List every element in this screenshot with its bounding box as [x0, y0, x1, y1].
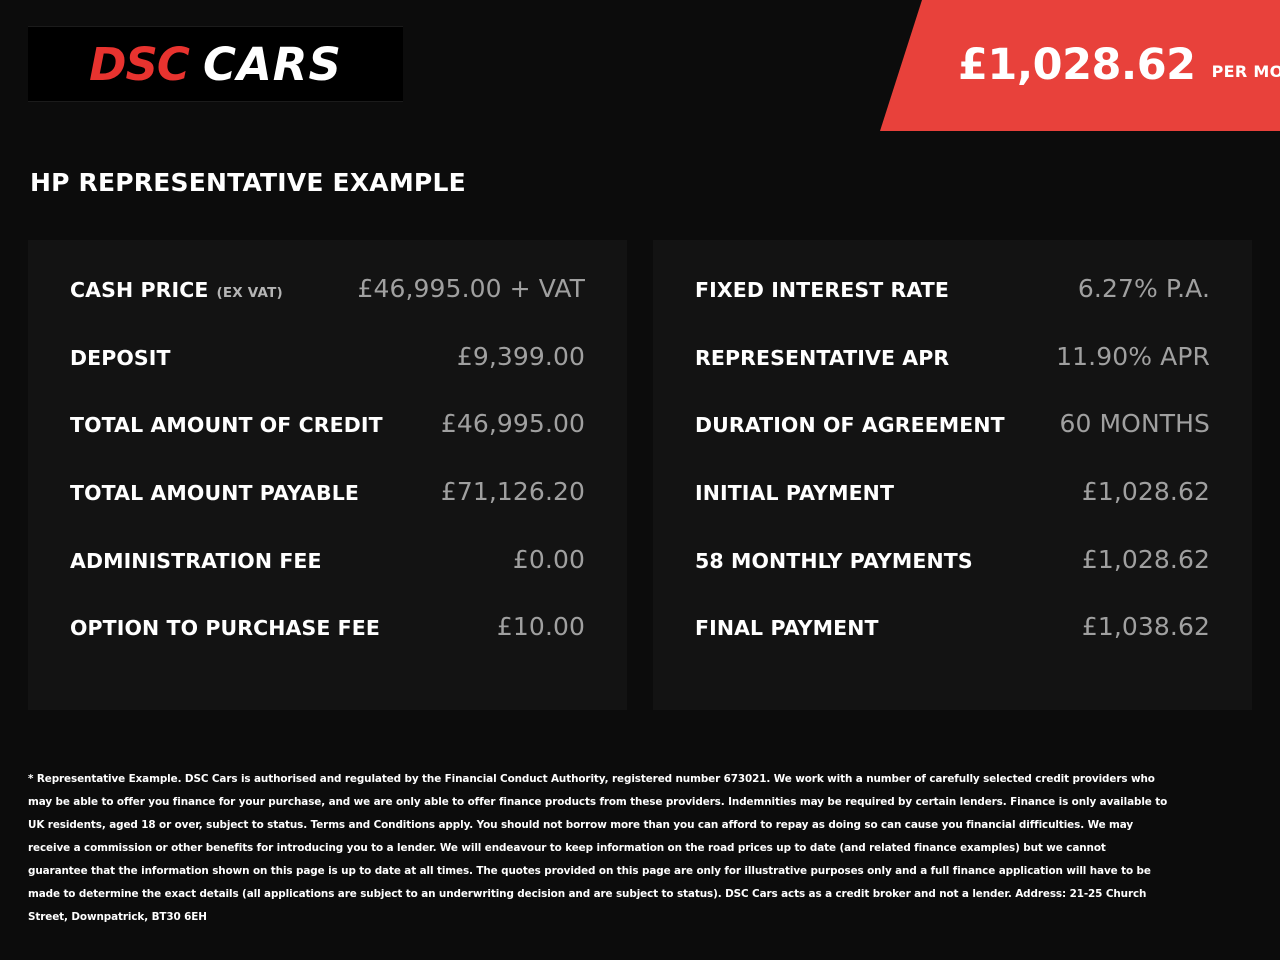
logo-dsc-text: DSC: [89, 37, 190, 91]
logo-cars-text: CARS: [202, 37, 342, 91]
detail-value: 6.27% P.A.: [1077, 274, 1210, 303]
detail-label-group: INITIAL PAYMENT: [695, 481, 902, 505]
detail-row: DEPOSIT £9,399.00: [70, 342, 585, 410]
detail-label-group: REPRESENTATIVE APR: [695, 346, 957, 370]
detail-label-group: OPTION TO PURCHASE FEE: [70, 616, 388, 640]
detail-row: TOTAL AMOUNT PAYABLE £71,126.20: [70, 477, 585, 545]
detail-label: TOTAL AMOUNT OF CREDIT: [70, 413, 383, 438]
detail-value: £1,038.62: [1081, 612, 1210, 642]
detail-label: FIXED INTEREST RATE: [695, 278, 949, 302]
detail-row: 58 MONTHLY PAYMENTS £1,028.62: [695, 545, 1210, 613]
detail-sublabel: (EX VAT): [216, 285, 283, 301]
monthly-price-banner: £1,028.62 PER MONTH*: [880, 0, 1280, 131]
logo-wordmark: DSC CARS: [89, 42, 342, 87]
detail-value: £1,028.62: [1081, 477, 1210, 507]
detail-label-group: TOTAL AMOUNT OF CREDIT: [70, 413, 391, 437]
page-title: HP REPRESENTATIVE EXAMPLE: [30, 168, 466, 197]
detail-label: OPTION TO PURCHASE FEE: [70, 616, 380, 641]
detail-label-group: CASH PRICE (EX VAT): [70, 278, 283, 302]
dsc-cars-logo[interactable]: DSC CARS: [28, 26, 403, 102]
detail-label: INITIAL PAYMENT: [695, 481, 895, 506]
detail-row: DURATION OF AGREEMENT 60 MONTHS: [695, 409, 1210, 477]
detail-value: £1,028.62: [1081, 544, 1210, 574]
detail-label-group: DURATION OF AGREEMENT: [695, 413, 1013, 437]
detail-row: ADMINISTRATION FEE £0.00: [70, 545, 585, 613]
detail-value: £46,995.00: [440, 409, 585, 439]
detail-value: £9,399.00: [456, 341, 585, 371]
detail-label-group: FINAL PAYMENT: [695, 616, 887, 640]
detail-label: 58 MONTHLY PAYMENTS: [695, 548, 973, 573]
detail-label-group: ADMINISTRATION FEE: [70, 549, 330, 573]
detail-value: 60 MONTHS: [1059, 409, 1210, 439]
detail-row: FIXED INTEREST RATE 6.27% P.A.: [695, 274, 1210, 342]
detail-row: REPRESENTATIVE APR 11.90% APR: [695, 342, 1210, 410]
detail-label: TOTAL AMOUNT PAYABLE: [70, 481, 359, 506]
detail-row: OPTION TO PURCHASE FEE £10.00: [70, 612, 585, 680]
left-details-panel: CASH PRICE (EX VAT) £46,995.00 + VAT DEPO…: [28, 240, 627, 710]
detail-label: DURATION OF AGREEMENT: [695, 413, 1005, 438]
detail-value: £0.00: [512, 544, 585, 574]
detail-row: INITIAL PAYMENT £1,028.62: [695, 477, 1210, 545]
detail-label-group: FIXED INTEREST RATE: [695, 278, 957, 302]
detail-label-group: TOTAL AMOUNT PAYABLE: [70, 481, 367, 505]
monthly-price-suffix: PER MONTH*: [1211, 62, 1280, 81]
right-details-panel: FIXED INTEREST RATE 6.27% P.A. REPRESENT…: [653, 240, 1252, 710]
monthly-price-amount: £1,028.62: [958, 40, 1196, 90]
detail-label: ADMINISTRATION FEE: [70, 548, 322, 573]
detail-label: FINAL PAYMENT: [695, 616, 879, 641]
disclaimer-text: * Representative Example. DSC Cars is au…: [28, 773, 1168, 923]
detail-value: 11.90% APR: [1056, 341, 1210, 371]
finance-details-panels: CASH PRICE (EX VAT) £46,995.00 + VAT DEPO…: [28, 240, 1252, 710]
detail-label: REPRESENTATIVE APR: [695, 345, 950, 370]
detail-row: FINAL PAYMENT £1,038.62: [695, 612, 1210, 680]
detail-row: CASH PRICE (EX VAT) £46,995.00 + VAT: [70, 274, 585, 342]
detail-value: £10.00: [496, 612, 585, 642]
detail-label-group: 58 MONTHLY PAYMENTS: [695, 549, 981, 573]
detail-label: DEPOSIT: [70, 345, 171, 370]
detail-label-group: DEPOSIT: [70, 346, 179, 370]
detail-value: £71,126.20: [440, 477, 585, 507]
detail-row: TOTAL AMOUNT OF CREDIT £46,995.00: [70, 409, 585, 477]
detail-value: £46,995.00 + VAT: [357, 274, 585, 303]
detail-label: CASH PRICE: [70, 278, 209, 302]
